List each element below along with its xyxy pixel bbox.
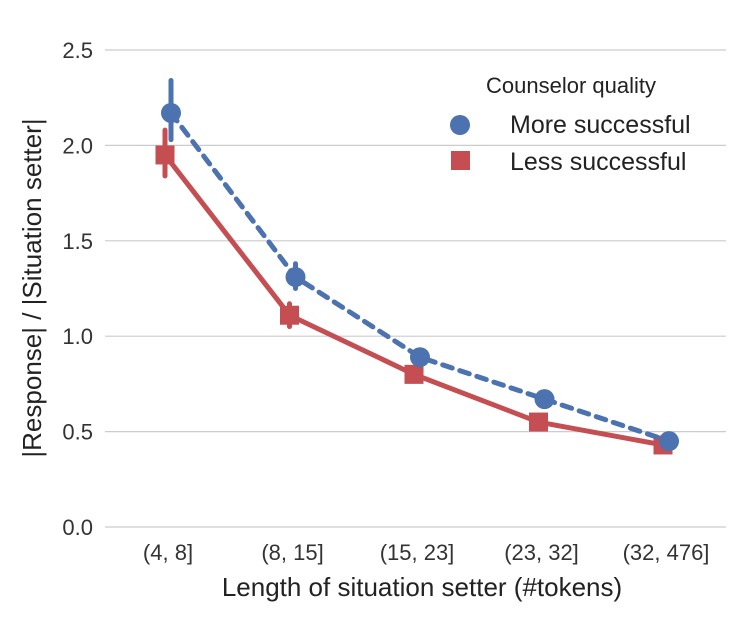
x-axis-ticks: (4, 8] (8, 15] (15, 23] (23, 32] (32, 476] xyxy=(143,540,709,565)
series-line xyxy=(162,152,666,448)
x-axis-label: Length of situation setter (#tokens) xyxy=(222,572,622,602)
y-tick-label: 2.0 xyxy=(62,133,93,158)
data-point xyxy=(659,431,679,452)
series xyxy=(155,78,679,455)
y-tick-label: 1.0 xyxy=(62,324,93,349)
x-tick-label: (15, 23] xyxy=(380,540,455,565)
x-tick-label: (8, 15] xyxy=(261,540,323,565)
series-more-successful xyxy=(161,78,679,452)
data-point xyxy=(410,347,430,368)
legend-label-less-successful: Less successful xyxy=(510,148,686,176)
y-tick-label: 0.0 xyxy=(62,515,93,540)
data-point xyxy=(534,389,555,410)
y-tick-label: 0.5 xyxy=(62,420,93,445)
legend-marker-less-successful xyxy=(451,151,470,170)
legend-title: Counselor quality xyxy=(486,73,656,98)
data-point xyxy=(404,364,424,384)
y-axis-ticks: 0.0 0.5 1.0 1.5 2.0 2.5 xyxy=(62,38,93,540)
data-point xyxy=(280,305,299,325)
legend-marker-more-successful xyxy=(450,115,470,135)
data-point xyxy=(155,145,175,165)
series-less-successful xyxy=(155,127,673,455)
data-point xyxy=(529,412,548,432)
y-axis-label: |Response| / |Situation setter| xyxy=(17,118,47,457)
data-point xyxy=(161,102,181,123)
y-tick-label: 1.5 xyxy=(62,229,93,254)
data-point xyxy=(285,267,306,288)
grid xyxy=(105,49,726,528)
legend-label-more-successful: More successful xyxy=(510,111,691,139)
x-tick-label: (23, 32] xyxy=(504,540,579,565)
legend: Counselor quality More successful Less s… xyxy=(450,73,691,176)
y-tick-label: 2.5 xyxy=(62,38,93,63)
x-tick-label: (32, 476] xyxy=(623,540,710,565)
x-tick-label: (4, 8] xyxy=(143,540,193,565)
